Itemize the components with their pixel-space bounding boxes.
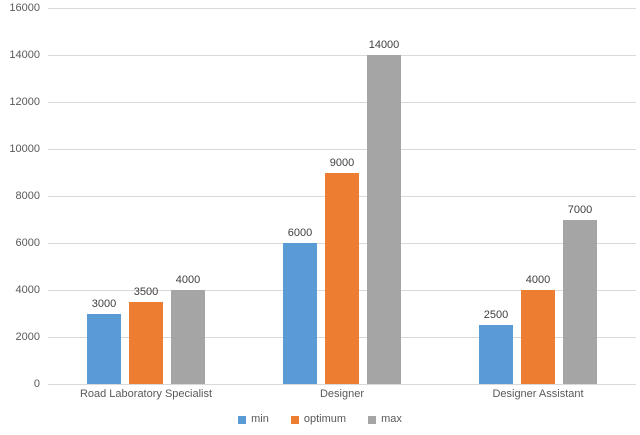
gridline — [48, 384, 636, 385]
data-label: 2500 — [483, 309, 509, 322]
data-label: 7000 — [567, 203, 593, 216]
gridline — [48, 149, 636, 150]
bar-with-label: 4000 — [521, 8, 555, 384]
gridline — [48, 55, 636, 56]
bar-optimum — [325, 172, 359, 384]
y-tick-label: 10000 — [9, 143, 40, 155]
data-label: 4000 — [525, 274, 551, 286]
legend-label: max — [381, 413, 402, 425]
y-tick-label: 14000 — [9, 49, 40, 61]
bar-with-label: 3500 — [129, 8, 163, 384]
legend-item-max: max — [368, 413, 402, 426]
plot-area: 3000 3500 4000 6000 9000 14000 2500 4000 7000 — [48, 8, 636, 385]
bar-optimum — [129, 301, 163, 384]
y-tick-label: 8000 — [15, 190, 40, 202]
gridline — [48, 102, 636, 103]
bar-min — [479, 325, 513, 384]
bar-with-label: 9000 — [325, 8, 359, 384]
legend-item-optimum: optimum — [290, 413, 347, 426]
bar-with-label: 7000 — [563, 8, 597, 384]
bar-optimum — [521, 290, 555, 384]
data-label: 14000 — [368, 39, 400, 51]
legend: min optimum max — [0, 413, 640, 426]
data-label: 3000 — [91, 297, 117, 310]
bar-max — [171, 290, 205, 384]
gridline — [48, 8, 636, 9]
data-label: 9000 — [329, 156, 355, 169]
x-category-label: Road Laboratory Specialist — [79, 388, 213, 400]
bar-min — [283, 243, 317, 384]
legend-swatch-icon — [290, 415, 299, 424]
bar-max — [563, 219, 597, 384]
bar-max — [367, 55, 401, 384]
legend-label: optimum — [303, 413, 347, 425]
x-category-label: Designer Assistant — [492, 388, 584, 400]
bar-group: 2500 4000 7000 — [440, 8, 636, 384]
bar-with-label: 14000 — [367, 8, 401, 384]
y-tick-label: 6000 — [15, 237, 40, 249]
legend-label: min — [251, 413, 269, 425]
data-label: 6000 — [287, 227, 313, 239]
y-tick-label: 16000 — [9, 2, 40, 14]
legend-item-min: min — [238, 413, 269, 426]
data-label: 3500 — [133, 285, 159, 298]
y-tick-label: 0 — [33, 378, 40, 390]
bar-with-label: 3000 — [87, 8, 121, 384]
bar-with-label: 2500 — [479, 8, 513, 384]
bar-group: 3000 3500 4000 — [48, 8, 244, 384]
bar-group: 6000 9000 14000 — [244, 8, 440, 384]
y-tick-label: 12000 — [9, 96, 40, 108]
y-tick-label: 4000 — [15, 284, 40, 296]
y-tick-label: 2000 — [15, 331, 40, 343]
x-category-label: Designer — [319, 388, 365, 400]
legend-swatch-icon — [368, 415, 377, 424]
bar-with-label: 6000 — [283, 8, 317, 384]
bar-groups: 3000 3500 4000 6000 9000 14000 2500 4000 7000 — [48, 8, 636, 384]
x-axis-category-labels: Road Laboratory Specialist Designer Design… — [48, 388, 636, 401]
bar-min — [87, 313, 121, 384]
data-label: 4000 — [175, 274, 201, 286]
bar-with-label: 4000 — [171, 8, 205, 384]
legend-swatch-icon — [238, 415, 247, 424]
